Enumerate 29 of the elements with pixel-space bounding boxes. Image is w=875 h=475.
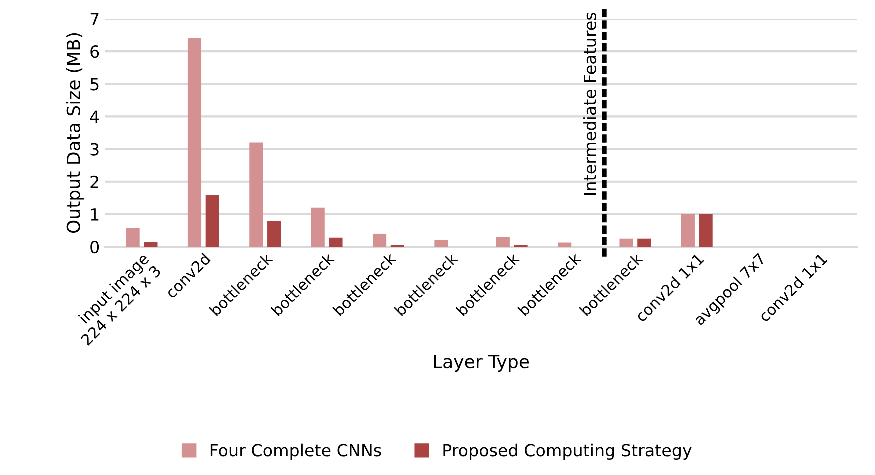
- y-tick-label: 7: [90, 13, 99, 26]
- y-tick-label: 5: [90, 78, 99, 91]
- bar: [558, 242, 572, 247]
- bar: [268, 220, 282, 247]
- bar: [638, 238, 652, 247]
- legend-label: Proposed Computing Strategy: [444, 444, 692, 460]
- y-tick-label: 2: [90, 176, 98, 188]
- bar: [699, 214, 713, 247]
- bar: [434, 240, 448, 247]
- bar: [144, 242, 158, 247]
- bar: [126, 228, 140, 247]
- bar: [496, 237, 510, 247]
- x-axis-title: Layer Type: [434, 355, 530, 372]
- bar: [329, 238, 343, 247]
- bar: [681, 214, 695, 247]
- y-tick-label: 4: [90, 110, 100, 124]
- annotation: Intermediate Features: [584, 12, 596, 195]
- y-tick-label: 6: [90, 46, 100, 58]
- y-tick-label: 0: [90, 240, 100, 254]
- legend-label: Four Complete CNNs: [210, 444, 382, 460]
- y-tick-label: 3: [90, 143, 99, 156]
- bar: [373, 234, 387, 247]
- y-tick-label: 1: [91, 208, 99, 221]
- y-axis-title: Output Data Size (MB): [66, 33, 84, 234]
- bar: [188, 38, 202, 247]
- bar: [311, 208, 325, 247]
- bar: [250, 142, 264, 247]
- bar: [206, 196, 220, 247]
- bar: [620, 238, 634, 247]
